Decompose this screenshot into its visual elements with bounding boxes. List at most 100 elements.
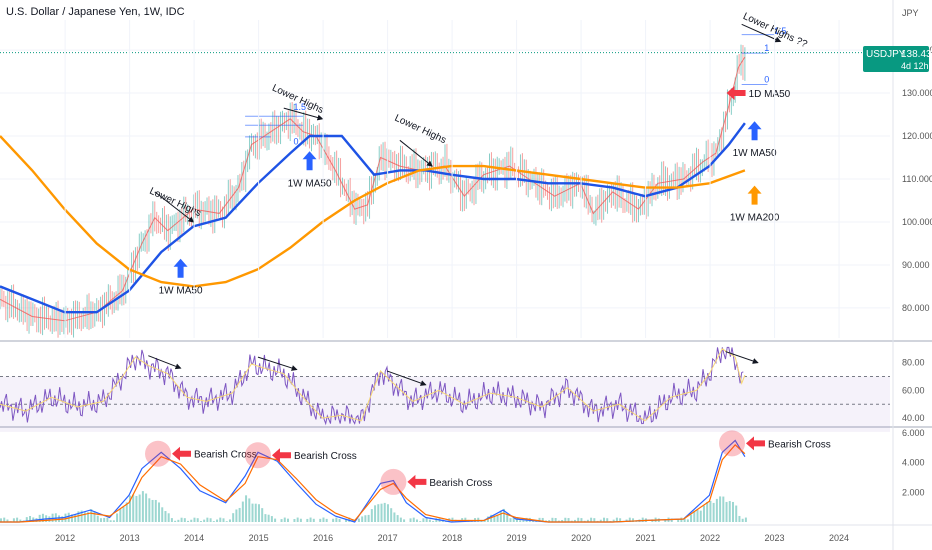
- ma-annotation-label: 1D MA50: [749, 89, 791, 100]
- macd-histogram-bar: [248, 498, 251, 522]
- macd-histogram-bar: [570, 520, 573, 522]
- macd-histogram-bar: [390, 508, 393, 522]
- macd-histogram-bar: [412, 517, 415, 522]
- cross-highlight: [145, 440, 172, 467]
- price-tick-label: 120.000: [902, 131, 932, 141]
- up-arrow-icon: [173, 258, 188, 278]
- macd-histogram-bar: [483, 520, 486, 522]
- chart-title: U.S. Dollar / Japanese Yen, 1W, IDC: [6, 6, 185, 18]
- macd-histogram-bar: [403, 519, 406, 522]
- macd-histogram-bar: [296, 517, 299, 522]
- time-tick-label: 2023: [765, 533, 785, 543]
- macd-histogram-bar: [93, 511, 96, 522]
- macd-histogram-bar: [702, 505, 705, 522]
- up-arrow-icon: [302, 151, 317, 171]
- macd-histogram-bar: [209, 518, 212, 522]
- left-arrow-icon: [745, 436, 765, 451]
- macd-histogram-bar: [103, 517, 106, 522]
- up-arrow-icon: [747, 185, 762, 205]
- macd-histogram-bar: [493, 515, 496, 522]
- macd-histogram-bar: [370, 509, 373, 522]
- macd-histogram-bar: [161, 507, 164, 522]
- macd-histogram-bar: [6, 519, 9, 522]
- macd-histogram-bar: [203, 519, 206, 522]
- macd-histogram-bar: [557, 520, 560, 522]
- macd-histogram-bar: [464, 517, 467, 522]
- macd-histogram-bar: [361, 516, 364, 522]
- ma-annotation-label: 1W MA50: [288, 178, 332, 189]
- time-tick-label: 2016: [313, 533, 333, 543]
- macd-histogram-bar: [719, 496, 722, 522]
- trend-line: [283, 107, 324, 121]
- macd-histogram-bar: [77, 511, 80, 522]
- macd-histogram-bar: [696, 509, 699, 522]
- macd-histogram-bar: [41, 513, 44, 522]
- macd-histogram-bar: [164, 511, 167, 522]
- price-tick-label: 90.000: [902, 260, 930, 270]
- symbol-label: USDJPY: [866, 49, 906, 60]
- macd-histogram-bar: [299, 518, 302, 522]
- macd-histogram-bar: [364, 515, 367, 522]
- macd-histogram-bar: [38, 514, 41, 522]
- macd-histogram-bar: [567, 518, 570, 522]
- macd-histogram-bar: [615, 517, 618, 522]
- bearish-cross-label: Bearish Cross: [294, 451, 357, 462]
- macd-histogram-bar: [715, 498, 718, 522]
- macd-histogram-bar: [586, 519, 589, 522]
- macd-histogram-bar: [590, 517, 593, 522]
- macd-histogram-bar: [706, 501, 709, 522]
- macd-histogram-bar: [551, 517, 554, 522]
- rsi-ma-line: [0, 348, 746, 422]
- macd-histogram-bar: [135, 495, 138, 522]
- macd-histogram-bar: [583, 520, 586, 522]
- macd-histogram-bar: [380, 503, 383, 522]
- macd-histogram-bar: [680, 517, 683, 522]
- currency-label: JPY: [902, 8, 919, 18]
- series-line-1w-ma200: [0, 135, 746, 288]
- macd-histogram-bar: [735, 505, 738, 522]
- macd-histogram-bar: [628, 517, 631, 522]
- macd-histogram-bar: [25, 517, 28, 522]
- macd-histogram-bar: [677, 519, 680, 522]
- macd-histogram-bar: [377, 504, 380, 522]
- macd-histogram-bar: [261, 508, 264, 522]
- macd-histogram-bar: [512, 517, 515, 522]
- macd-histogram-bar: [541, 517, 544, 522]
- macd-tick-label: 2.000: [902, 487, 925, 497]
- macd-histogram-bar: [67, 512, 70, 522]
- bearish-cross-label: Bearish Cross: [194, 450, 257, 461]
- macd-histogram-bar: [690, 514, 693, 522]
- macd-histogram-bar: [515, 517, 518, 522]
- macd-histogram-bar: [167, 513, 170, 522]
- macd-histogram-bar: [367, 514, 370, 522]
- macd-histogram-bar: [409, 518, 412, 522]
- macd-histogram-bar: [432, 521, 435, 522]
- macd-histogram-bar: [712, 502, 715, 522]
- macd-histogram-bar: [83, 512, 86, 522]
- macd-histogram-bar: [119, 508, 122, 522]
- macd-histogram-bar: [141, 491, 144, 522]
- lower-highs-label: Lower Highs ??: [741, 11, 809, 51]
- macd-histogram-bar: [415, 519, 418, 522]
- macd-histogram-bar: [573, 519, 576, 522]
- macd-histogram-bar: [180, 517, 183, 522]
- macd-histogram-bar: [693, 510, 696, 522]
- macd-histogram-bar: [325, 518, 328, 522]
- macd-histogram-bar: [612, 519, 615, 522]
- macd-histogram-bar: [399, 517, 402, 522]
- macd-histogram-bar: [422, 518, 425, 522]
- macd-histogram-bar: [738, 515, 741, 522]
- macd-histogram-bar: [374, 505, 377, 522]
- macd-histogram-bar: [686, 519, 689, 522]
- rsi-trend-line: [148, 355, 182, 370]
- macd-histogram-bar: [112, 520, 115, 522]
- macd-histogram-bar: [245, 495, 248, 522]
- macd-histogram-bar: [264, 514, 267, 522]
- macd-histogram-bar: [145, 493, 148, 522]
- macd-histogram-bar: [345, 518, 348, 522]
- left-arrow-icon: [271, 448, 291, 463]
- price-tick-label: 110.000: [902, 174, 932, 184]
- macd-histogram-bar: [396, 515, 399, 522]
- macd-histogram-bar: [725, 501, 728, 522]
